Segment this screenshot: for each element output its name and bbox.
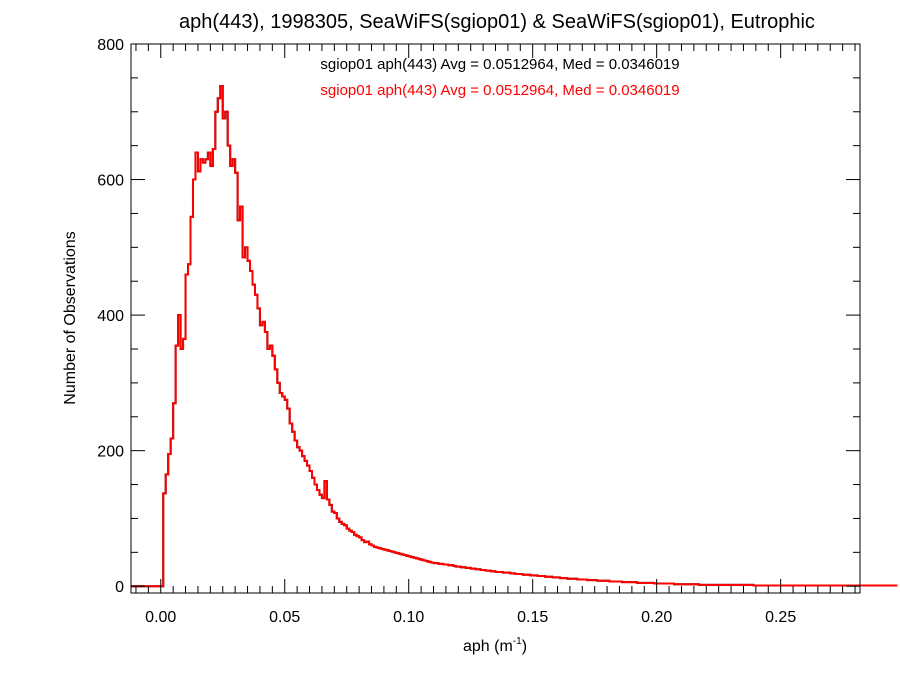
x-tick-label: 0.15 xyxy=(517,609,548,626)
x-tick-label: 0.25 xyxy=(765,609,796,626)
x-tick-label: 0.05 xyxy=(269,609,300,626)
y-axis: 0 200 400 600 800 xyxy=(97,37,860,596)
x-tick-label: 0.10 xyxy=(393,609,424,626)
x-tick-label: 0.20 xyxy=(641,609,672,626)
series-line-1 xyxy=(131,85,898,588)
series-line-2 xyxy=(131,85,898,588)
chart-title: aph(443), 1998305, SeaWiFS(sgiop01) & Se… xyxy=(179,11,815,33)
series-annotation-1: sgiop01 aph(443) Avg = 0.0512964, Med = … xyxy=(320,56,679,73)
x-axis: 0.00 0.05 0.10 0.15 0.20 0.25 xyxy=(135,44,856,626)
y-axis-label: Number of Observations xyxy=(62,231,79,404)
plot-area xyxy=(131,85,898,588)
x-axis-label-close: ) xyxy=(522,638,527,655)
y-tick-label: 200 xyxy=(97,444,124,461)
y-tick-label: 400 xyxy=(97,308,124,325)
x-axis-label: aph (m-1) xyxy=(463,636,527,655)
x-axis-label-superscript: -1 xyxy=(513,636,522,647)
y-tick-label: 800 xyxy=(97,37,124,54)
x-axis-label-main: aph (m xyxy=(463,638,513,655)
plot-frame xyxy=(130,43,861,594)
series-annotation-2: sgiop01 aph(443) Avg = 0.0512964, Med = … xyxy=(320,82,679,99)
y-tick-label: 600 xyxy=(97,173,124,190)
x-tick-label: 0.00 xyxy=(145,609,176,626)
y-tick-label: 0 xyxy=(115,579,124,596)
